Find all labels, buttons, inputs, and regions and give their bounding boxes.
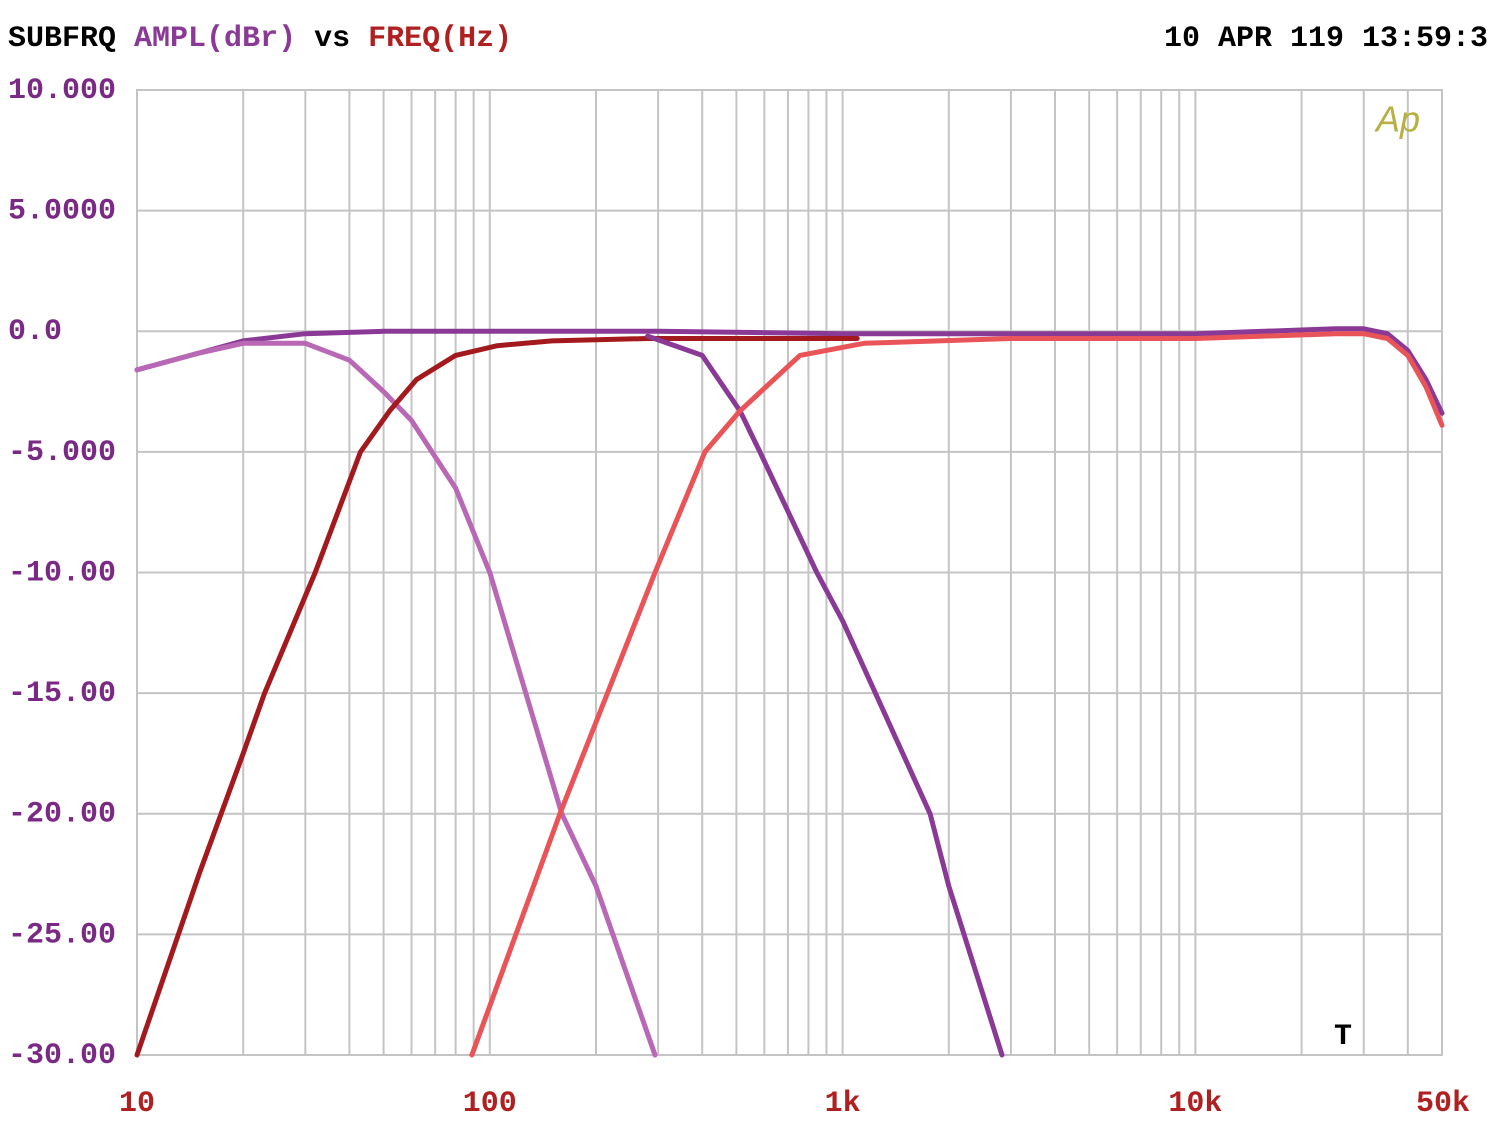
y-tick-label: -30.00 bbox=[8, 1039, 116, 1073]
y-tick-label: 10.000 bbox=[8, 74, 116, 108]
x-tick-label: 50k bbox=[1416, 1087, 1470, 1121]
series-line bbox=[134, 340, 658, 1058]
x-tick-label: 1k bbox=[825, 1087, 861, 1121]
marker: T bbox=[1334, 1020, 1352, 1054]
y-tick-label: -25.00 bbox=[8, 918, 116, 952]
x-axis-label: FREQ(Hz) bbox=[368, 22, 512, 56]
x-tick-label: 10k bbox=[1168, 1087, 1222, 1121]
x-tick-label: 100 bbox=[463, 1087, 517, 1121]
x-tick-label: 10 bbox=[119, 1087, 155, 1121]
y-tick-label: -5.000 bbox=[8, 436, 116, 470]
series-line bbox=[134, 336, 860, 1058]
series-line bbox=[134, 326, 1445, 416]
timestamp: 10 APR 119 13:59:3 bbox=[1164, 22, 1488, 56]
title-prefix: SUBFRQ bbox=[8, 22, 116, 56]
title-vs: vs bbox=[314, 22, 350, 56]
series-line bbox=[645, 333, 1005, 1058]
plot-border bbox=[136, 89, 1443, 1056]
y-tick-label: 5.0000 bbox=[8, 195, 116, 229]
y-tick-label: -20.00 bbox=[8, 798, 116, 832]
logo: Ap bbox=[1374, 99, 1420, 140]
chart-title: SUBFRQ AMPL(dBr) vs FREQ(Hz) bbox=[8, 22, 512, 56]
series-line bbox=[469, 331, 1445, 1058]
y-tick-label: -15.00 bbox=[8, 677, 116, 711]
y-tick-label: 0.0 bbox=[8, 315, 62, 349]
y-tick-label: -10.00 bbox=[8, 556, 116, 590]
y-axis-label: AMPL(dBr) bbox=[134, 22, 296, 56]
